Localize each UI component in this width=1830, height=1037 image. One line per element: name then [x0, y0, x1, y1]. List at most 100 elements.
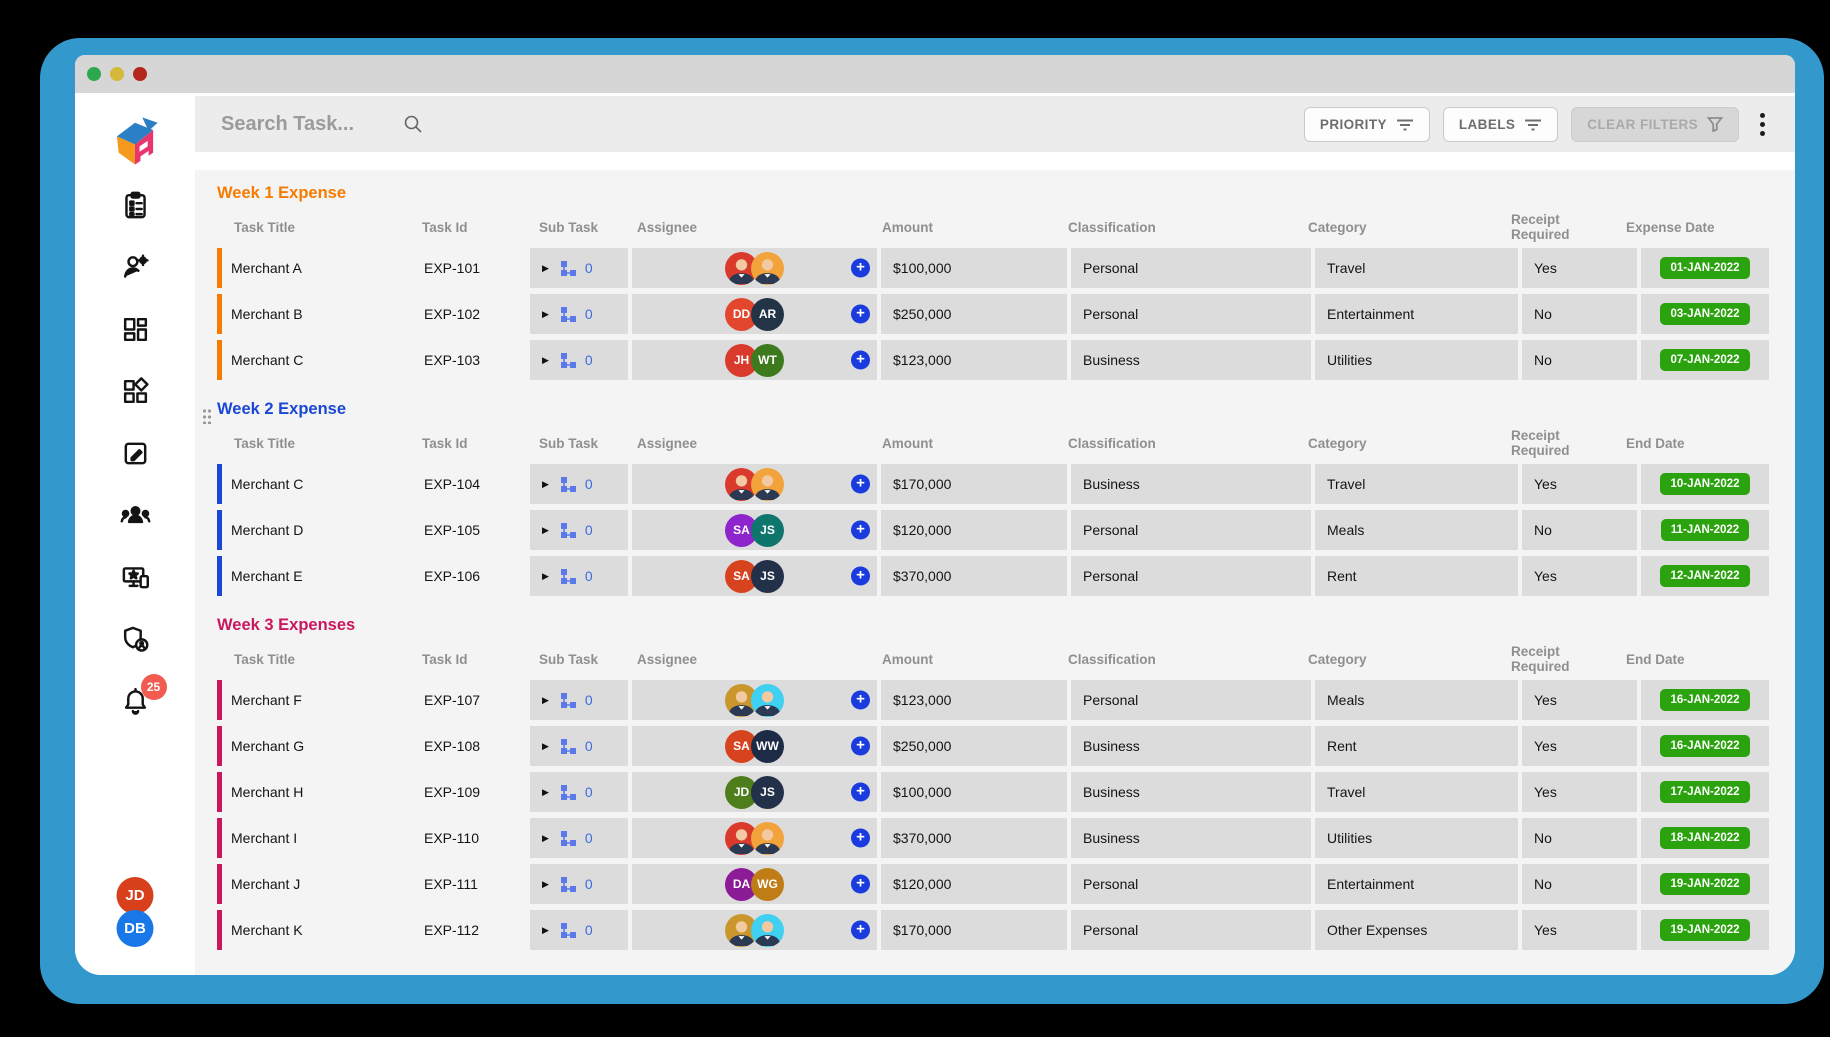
avatar-jd[interactable]: JD — [116, 877, 154, 914]
expand-arrow-icon[interactable]: ▶ — [542, 570, 549, 581]
assignee-initials-avatar[interactable]: JS — [751, 559, 784, 593]
date-badge[interactable]: 18-JAN-2022 — [1660, 827, 1750, 849]
app-logo-icon[interactable] — [106, 111, 164, 174]
subtask-tree-icon[interactable] — [560, 568, 577, 585]
cell-assignee[interactable]: + — [632, 464, 877, 504]
cell-task-title[interactable]: Merchant F — [217, 680, 422, 720]
cell-task-title[interactable]: Merchant D — [217, 510, 422, 550]
cell-category[interactable]: Travel — [1315, 248, 1518, 288]
subtask-count[interactable]: 0 — [584, 738, 593, 754]
cell-date[interactable]: 18-JAN-2022 — [1641, 818, 1769, 858]
cell-assignee[interactable]: + — [632, 680, 877, 720]
date-badge[interactable]: 17-JAN-2022 — [1660, 781, 1750, 803]
date-badge[interactable]: 12-JAN-2022 — [1660, 565, 1750, 587]
sidebar-item-dashboard[interactable] — [120, 314, 151, 345]
assignee-initials-avatar[interactable]: JS — [751, 513, 784, 547]
add-assignee-button[interactable]: + — [851, 782, 870, 802]
expand-arrow-icon[interactable]: ▶ — [542, 832, 549, 843]
section-title[interactable]: Week 3 Expenses — [217, 616, 356, 634]
cell-sub-task[interactable]: ▶ 0 — [530, 910, 628, 950]
assignee-photo-avatar[interactable] — [725, 821, 758, 855]
date-badge[interactable]: 16-JAN-2022 — [1660, 735, 1750, 757]
cell-task-title[interactable]: Merchant A — [217, 248, 422, 288]
search-icon[interactable] — [402, 113, 424, 135]
cell-category[interactable]: Meals — [1315, 680, 1518, 720]
cell-task-id[interactable]: EXP-104 — [424, 476, 481, 492]
cell-date[interactable]: 12-JAN-2022 — [1641, 556, 1769, 596]
cell-date[interactable]: 03-JAN-2022 — [1641, 294, 1769, 334]
cell-task-id[interactable]: EXP-111 — [424, 876, 478, 892]
subtask-tree-icon[interactable] — [560, 738, 577, 755]
cell-task-id[interactable]: EXP-107 — [424, 692, 481, 708]
add-assignee-button[interactable]: + — [851, 566, 870, 586]
cell-receipt-required[interactable]: Yes — [1522, 464, 1637, 504]
assignee-initials-avatar[interactable]: WG — [751, 867, 784, 901]
add-assignee-button[interactable]: + — [851, 350, 870, 370]
subtask-count[interactable]: 0 — [584, 260, 593, 276]
search-input[interactable] — [221, 112, 396, 136]
cell-amount[interactable]: $370,000 — [881, 556, 1067, 596]
cell-classification[interactable]: Personal — [1071, 248, 1311, 288]
cell-task-id[interactable]: EXP-112 — [424, 922, 479, 938]
subtask-tree-icon[interactable] — [560, 922, 577, 939]
cell-assignee[interactable]: DD AR + — [632, 294, 877, 334]
cell-receipt-required[interactable]: Yes — [1522, 726, 1637, 766]
add-assignee-button[interactable]: + — [851, 736, 870, 756]
sidebar-item-user-settings[interactable] — [120, 252, 151, 283]
cell-sub-task[interactable]: ▶ 0 — [530, 340, 628, 380]
cell-classification[interactable]: Personal — [1071, 864, 1311, 904]
cell-task-id[interactable]: EXP-101 — [424, 260, 481, 276]
avatar-db[interactable]: DB — [116, 910, 154, 947]
date-badge[interactable]: 16-JAN-2022 — [1660, 689, 1750, 711]
subtask-tree-icon[interactable] — [560, 352, 577, 369]
assignee-photo-avatar[interactable] — [751, 251, 784, 285]
cell-receipt-required[interactable]: No — [1522, 510, 1637, 550]
cell-sub-task[interactable]: ▶ 0 — [530, 556, 628, 596]
subtask-count[interactable]: 0 — [584, 306, 593, 322]
cell-amount[interactable]: $250,000 — [881, 294, 1067, 334]
add-assignee-button[interactable]: + — [851, 828, 870, 848]
date-badge[interactable]: 19-JAN-2022 — [1660, 919, 1750, 941]
sidebar-item-tasks[interactable] — [120, 190, 151, 221]
subtask-count[interactable]: 0 — [584, 830, 593, 846]
cell-amount[interactable]: $100,000 — [881, 772, 1067, 812]
cell-receipt-required[interactable]: Yes — [1522, 772, 1637, 812]
cell-category[interactable]: Entertainment — [1315, 294, 1518, 334]
assignee-photo-avatar[interactable] — [751, 467, 784, 501]
date-badge[interactable]: 10-JAN-2022 — [1660, 473, 1750, 495]
cell-task-id[interactable]: EXP-109 — [424, 784, 481, 800]
cell-sub-task[interactable]: ▶ 0 — [530, 680, 628, 720]
subtask-tree-icon[interactable] — [560, 784, 577, 801]
sidebar-item-devices[interactable] — [120, 562, 151, 593]
cell-date[interactable]: 19-JAN-2022 — [1641, 864, 1769, 904]
expand-arrow-icon[interactable]: ▶ — [542, 262, 549, 273]
add-assignee-button[interactable]: + — [851, 258, 870, 278]
sidebar-item-privacy[interactable] — [120, 624, 151, 655]
cell-classification[interactable]: Personal — [1071, 680, 1311, 720]
cell-classification[interactable]: Business — [1071, 818, 1311, 858]
cell-category[interactable]: Travel — [1315, 772, 1518, 812]
cell-sub-task[interactable]: ▶ 0 — [530, 464, 628, 504]
cell-assignee[interactable]: + — [632, 248, 877, 288]
subtask-count[interactable]: 0 — [584, 692, 593, 708]
date-badge[interactable]: 19-JAN-2022 — [1660, 873, 1750, 895]
add-assignee-button[interactable]: + — [851, 520, 870, 540]
clear-filters-button[interactable]: CLEAR FILTERS — [1571, 106, 1739, 142]
traffic-light-green[interactable] — [87, 67, 101, 81]
subtask-tree-icon[interactable] — [560, 876, 577, 893]
cell-amount[interactable]: $123,000 — [881, 680, 1067, 720]
sidebar-item-notifications[interactable]: 25 — [120, 674, 167, 717]
expand-arrow-icon[interactable]: ▶ — [542, 786, 549, 797]
cell-sub-task[interactable]: ▶ 0 — [530, 510, 628, 550]
cell-category[interactable]: Travel — [1315, 464, 1518, 504]
add-assignee-button[interactable]: + — [851, 474, 870, 494]
cell-date[interactable]: 16-JAN-2022 — [1641, 680, 1769, 720]
date-badge[interactable]: 03-JAN-2022 — [1660, 303, 1750, 325]
cell-date[interactable]: 19-JAN-2022 — [1641, 910, 1769, 950]
cell-category[interactable]: Meals — [1315, 510, 1518, 550]
expand-arrow-icon[interactable]: ▶ — [542, 924, 549, 935]
cell-assignee[interactable]: DA WG + — [632, 864, 877, 904]
traffic-light-red[interactable] — [133, 67, 147, 81]
cell-amount[interactable]: $100,000 — [881, 248, 1067, 288]
cell-category[interactable]: Utilities — [1315, 340, 1518, 380]
